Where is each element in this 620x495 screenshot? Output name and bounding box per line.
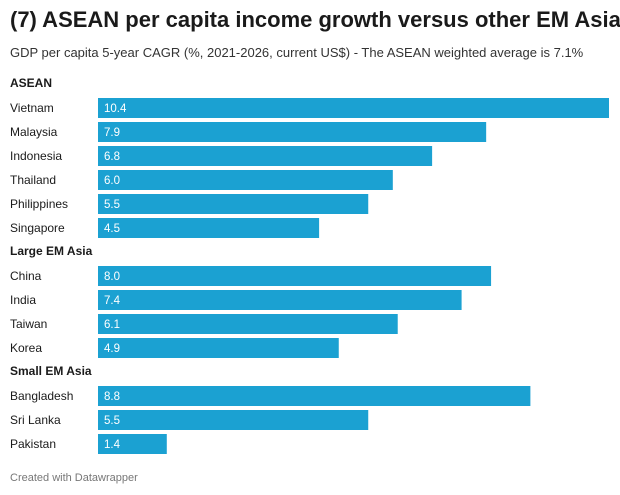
value-label-thailand: 6.0	[104, 175, 120, 187]
category-label-korea: Korea	[10, 341, 42, 355]
bar-taiwan	[98, 314, 398, 334]
category-label-pakistan: Pakistan	[10, 437, 56, 451]
bar-bangladesh	[98, 386, 531, 406]
value-label-singapore: 4.5	[104, 223, 120, 235]
category-label-india: India	[10, 293, 36, 307]
value-label-indonesia: 6.8	[104, 151, 120, 163]
bar-chart: ASEAN Vietnam 10.4 Malaysia 7.9 Indonesia 6.8 T…	[10, 76, 609, 454]
category-label-sri-lanka: Sri Lanka	[10, 413, 61, 427]
bar-china	[98, 266, 492, 286]
category-label-taiwan: Taiwan	[10, 317, 47, 331]
bar-indonesia	[98, 146, 433, 166]
bar-korea	[98, 338, 339, 358]
bar-singapore	[98, 218, 320, 238]
chart-title: (7) ASEAN per capita income growth versu…	[10, 7, 620, 32]
group-label-asean: ASEAN	[10, 76, 52, 90]
category-label-vietnam: Vietnam	[10, 101, 54, 115]
chart-subtitle: GDP per capita 5-year CAGR (%, 2021-2026…	[10, 45, 584, 60]
category-label-bangladesh: Bangladesh	[10, 389, 73, 403]
value-label-vietnam: 10.4	[104, 103, 127, 115]
category-label-singapore: Singapore	[10, 221, 65, 235]
bar-malaysia	[98, 122, 487, 142]
category-label-china: China	[10, 269, 42, 283]
value-label-philippines: 5.5	[104, 199, 120, 211]
value-label-korea: 4.9	[104, 343, 120, 355]
bar-sri-lanka	[98, 410, 369, 430]
value-label-malaysia: 7.9	[104, 127, 120, 139]
value-label-bangladesh: 8.8	[104, 391, 120, 403]
value-label-sri-lanka: 5.5	[104, 415, 120, 427]
value-label-pakistan: 1.4	[104, 439, 121, 451]
footer-credit: Created with Datawrapper	[10, 472, 138, 484]
bar-vietnam	[98, 98, 609, 118]
category-label-philippines: Philippines	[10, 197, 68, 211]
value-label-taiwan: 6.1	[104, 319, 120, 331]
group-label-large-em-asia: Large EM Asia	[10, 244, 93, 258]
bar-pakistan	[98, 434, 167, 454]
bar-thailand	[98, 170, 393, 190]
value-label-india: 7.4	[104, 295, 121, 307]
group-label-small-em-asia: Small EM Asia	[10, 364, 92, 378]
value-label-china: 8.0	[104, 271, 120, 283]
category-label-indonesia: Indonesia	[10, 149, 62, 163]
category-label-malaysia: Malaysia	[10, 125, 58, 139]
bar-india	[98, 290, 462, 310]
bar-philippines	[98, 194, 369, 214]
category-label-thailand: Thailand	[10, 173, 56, 187]
